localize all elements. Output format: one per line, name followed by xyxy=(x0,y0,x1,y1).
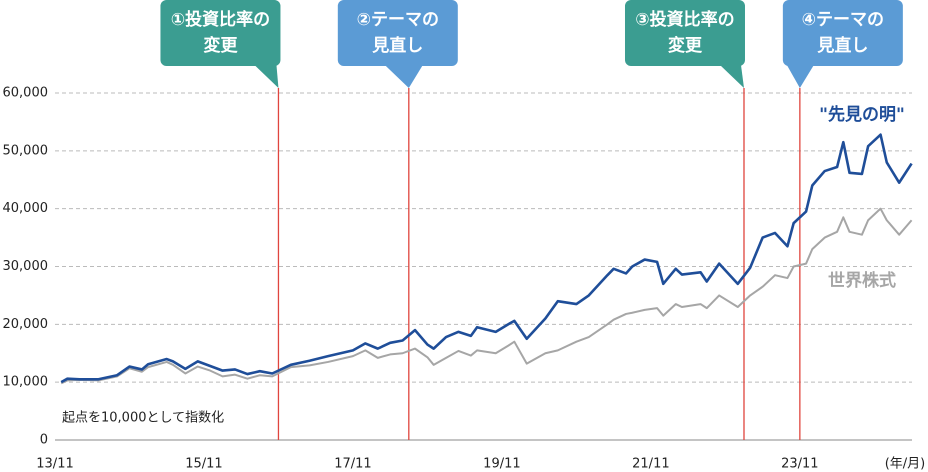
callout-pointer xyxy=(254,65,279,88)
y-tick-label: 60,000 xyxy=(3,86,49,101)
x-tick-label: 13/11 xyxy=(36,457,73,472)
callout-text: 変更 xyxy=(203,35,238,56)
series-label: 世界株式 xyxy=(828,270,896,291)
y-tick-label: 0 xyxy=(40,433,48,448)
series-line xyxy=(60,133,913,384)
x-tick-label: 15/11 xyxy=(185,457,222,472)
callout-box xyxy=(337,0,458,66)
series-line xyxy=(60,207,913,385)
callout-box xyxy=(160,0,281,66)
x-tick-label: 17/11 xyxy=(334,457,371,472)
callout-text: 変更 xyxy=(668,35,703,56)
callout-pointer xyxy=(719,65,744,88)
y-tick-label: 20,000 xyxy=(3,317,49,332)
callout-text: 見直し xyxy=(816,35,868,56)
callout-pointer xyxy=(786,65,814,88)
y-tick-label: 30,000 xyxy=(3,259,49,274)
x-axis-label: (年/月) xyxy=(885,457,926,472)
note: 起点を10,000として指数化 xyxy=(62,411,224,426)
x-tick-label: 19/11 xyxy=(483,457,520,472)
callout-text: ③投資比率の xyxy=(635,9,734,30)
x-tick-label: 21/11 xyxy=(632,457,669,472)
y-tick-label: 50,000 xyxy=(3,143,49,158)
x-tick-label: 23/11 xyxy=(781,457,818,472)
series-label: "先見の明" xyxy=(819,104,905,125)
callout-text: 見直し xyxy=(371,35,423,56)
callout-text: ①投資比率の xyxy=(171,9,270,30)
callout-text: ②テーマの xyxy=(357,10,439,30)
callout-text: ④テーマの xyxy=(802,10,884,30)
callout-box xyxy=(624,0,745,66)
callout-pointer xyxy=(384,65,423,88)
y-tick-label: 40,000 xyxy=(3,201,49,216)
y-tick-label: 10,000 xyxy=(3,375,49,390)
callout-box xyxy=(782,0,903,66)
